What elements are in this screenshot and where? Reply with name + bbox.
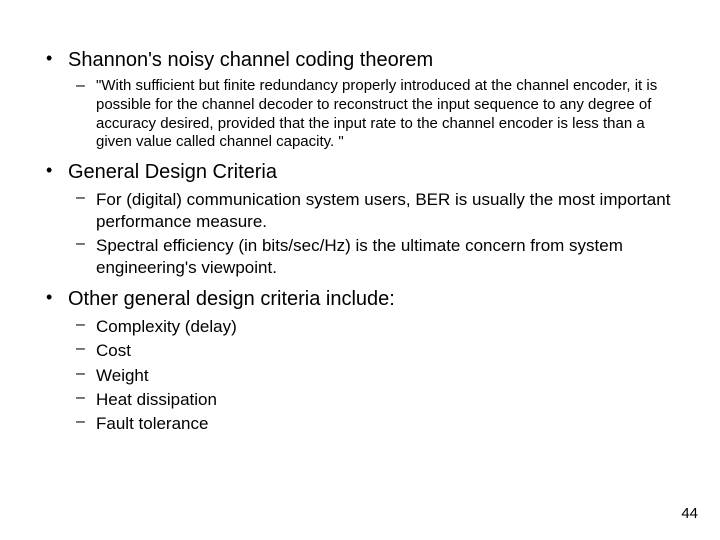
- bullet-list-lvl2: "With sufficient but finite redundancy p…: [68, 77, 680, 152]
- list-item: Weight: [68, 365, 680, 387]
- list-item: Spectral efficiency (in bits/sec/Hz) is …: [68, 235, 680, 279]
- lvl2-text: Heat dissipation: [96, 390, 217, 409]
- lvl2-text: Complexity (delay): [96, 317, 237, 336]
- lvl1-text: Other general design criteria include:: [68, 288, 395, 310]
- lvl2-text: For (digital) communication system users…: [96, 190, 670, 231]
- lvl2-text: "With sufficient but finite redundancy p…: [96, 77, 657, 150]
- bullet-list-lvl1: Shannon's noisy channel coding theorem "…: [40, 48, 680, 435]
- slide-body: Shannon's noisy channel coding theorem "…: [0, 0, 720, 540]
- list-item: "With sufficient but finite redundancy p…: [68, 77, 680, 152]
- bullet-list-lvl2: Complexity (delay) Cost Weight Heat diss…: [68, 316, 680, 434]
- list-item: Cost: [68, 340, 680, 362]
- list-item: Other general design criteria include: C…: [40, 287, 680, 434]
- list-item: Complexity (delay): [68, 316, 680, 338]
- list-item: Heat dissipation: [68, 389, 680, 411]
- lvl1-text: General Design Criteria: [68, 161, 277, 183]
- list-item: Fault tolerance: [68, 413, 680, 435]
- list-item: General Design Criteria For (digital) co…: [40, 160, 680, 279]
- bullet-list-lvl2: For (digital) communication system users…: [68, 189, 680, 279]
- lvl2-text: Fault tolerance: [96, 414, 208, 433]
- list-item: For (digital) communication system users…: [68, 189, 680, 233]
- lvl2-text: Weight: [96, 366, 149, 385]
- lvl2-text: Spectral efficiency (in bits/sec/Hz) is …: [96, 236, 623, 277]
- lvl2-text: Cost: [96, 341, 131, 360]
- list-item: Shannon's noisy channel coding theorem "…: [40, 48, 680, 152]
- page-number: 44: [681, 505, 698, 522]
- lvl1-text: Shannon's noisy channel coding theorem: [68, 49, 433, 71]
